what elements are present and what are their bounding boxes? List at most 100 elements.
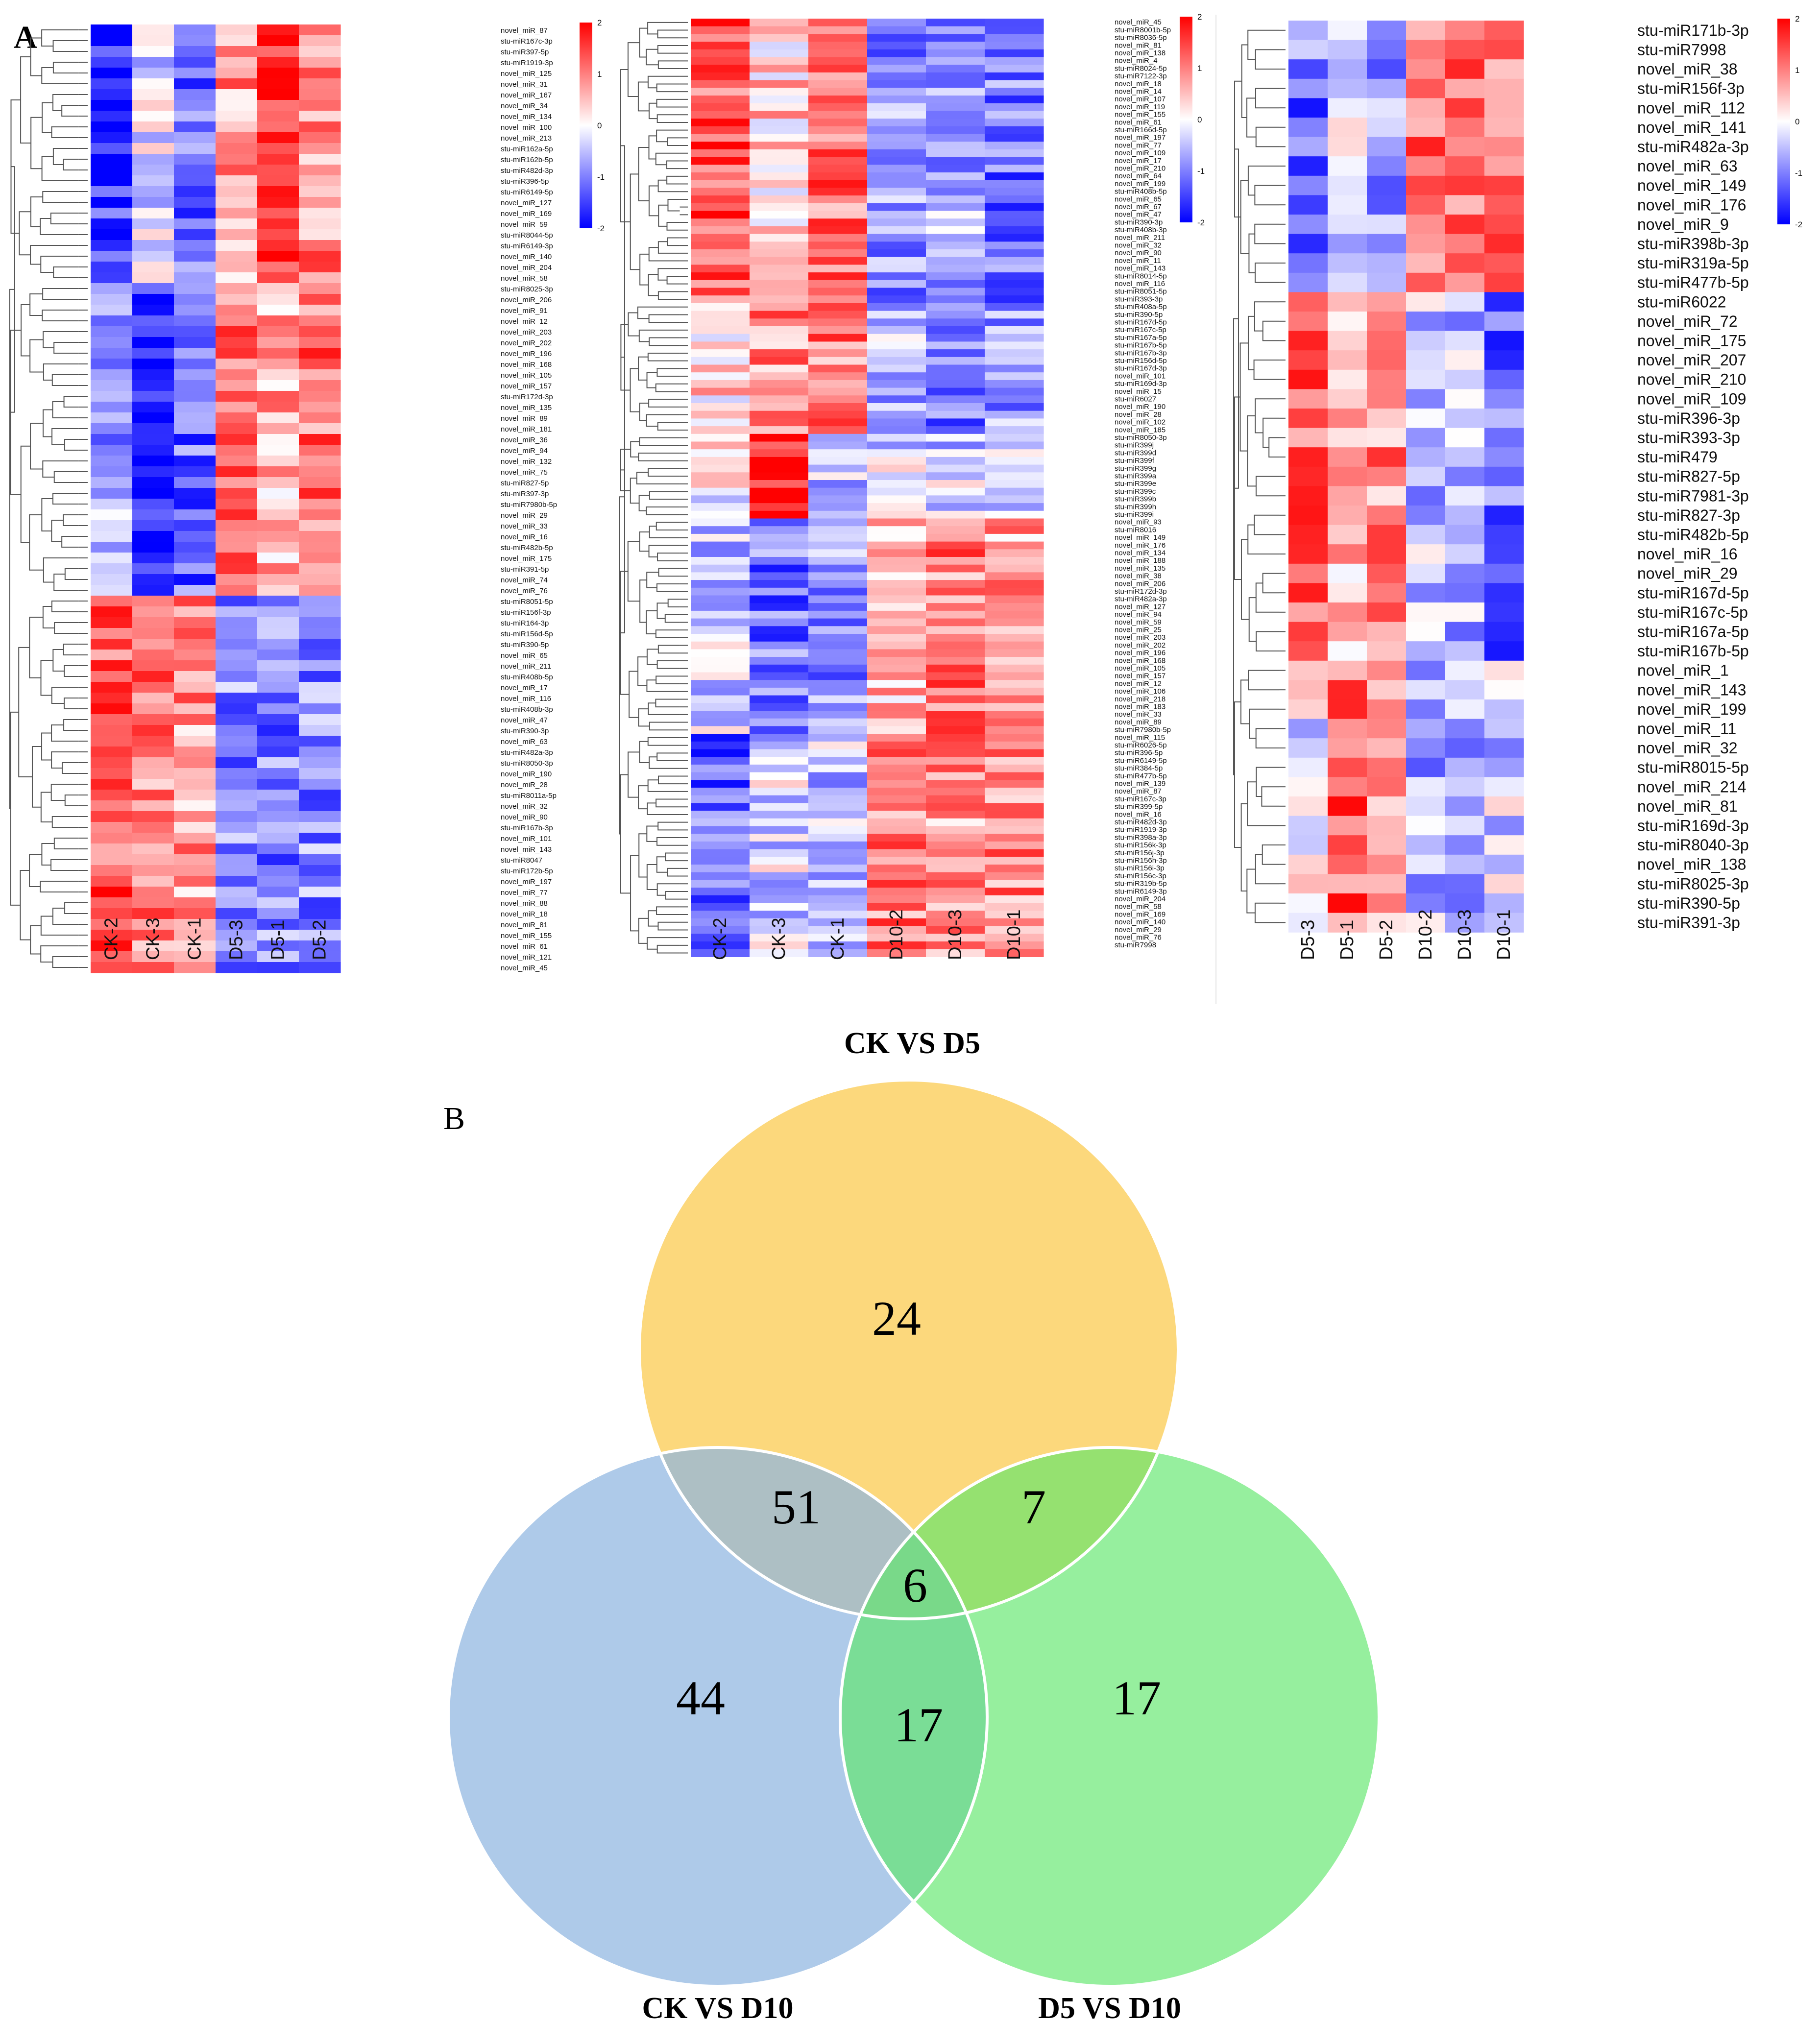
heatmap-cell (691, 257, 750, 265)
heatmap-cell (808, 865, 868, 873)
heatmap-cell (216, 930, 258, 941)
heatmap-cell (1288, 59, 1328, 79)
heatmap-cell (926, 911, 985, 919)
heatmap-cell (91, 660, 133, 672)
heatmap-cell (750, 272, 809, 281)
heatmap-cell (1484, 137, 1524, 157)
heatmap-cell (985, 341, 1044, 350)
heatmap-row-label: stu-miR7981-3p (1637, 487, 1749, 505)
heatmap-row-label: stu-miR390-5p (1637, 894, 1740, 912)
heatmap-cell (867, 541, 926, 550)
heatmap-cell (808, 703, 868, 711)
heatmap-cell (1328, 78, 1367, 98)
heatmap-row-label: novel_miR_188 (1115, 556, 1165, 565)
heatmap-cell (1406, 893, 1446, 914)
heatmap-cell (257, 272, 299, 284)
heatmap-row-label: stu-miR390-5p (1115, 311, 1163, 319)
heatmap-cell (1445, 602, 1485, 623)
heatmap-cell (132, 111, 174, 122)
heatmap-row-label: novel_miR_112 (1637, 99, 1745, 117)
heatmap-row-label: stu-miR8040-3p (1637, 836, 1749, 854)
heatmap-cell (750, 34, 809, 42)
heatmap-cell (91, 854, 133, 866)
heatmap-cell (867, 495, 926, 504)
heatmap-cell (174, 46, 216, 57)
heatmap-cell (691, 26, 750, 34)
heatmap-cell (1367, 466, 1407, 486)
heatmap-cell (926, 464, 985, 473)
heatmap-row-label: novel_miR_29 (501, 511, 548, 520)
heatmap-cell (750, 641, 809, 650)
heatmap-cell (985, 764, 1044, 773)
heatmap-row-label: stu-miR399h (1115, 503, 1156, 511)
heatmap-row-label: novel_miR_64 (1115, 172, 1162, 180)
heatmap-cell (808, 734, 868, 742)
heatmap-cell (91, 962, 133, 973)
heatmap-cell (1328, 913, 1367, 933)
heatmap-cell (91, 434, 133, 445)
heatmap-row-label: novel_miR_105 (501, 371, 552, 380)
heatmap-cell (299, 294, 341, 305)
heatmap-row-label: novel_miR_206 (501, 296, 552, 304)
heatmap-cell (808, 472, 868, 481)
heatmap-cell (926, 441, 985, 450)
heatmap-cell (174, 218, 216, 230)
heatmap-cell (299, 132, 341, 144)
heatmap-cell (808, 103, 868, 111)
heatmap-cell (91, 186, 133, 197)
heatmap-cell (926, 34, 985, 42)
heatmap-cell (926, 510, 985, 519)
heatmap-cell (216, 919, 258, 930)
heatmap-cell (808, 65, 868, 73)
heatmap-cell (1367, 428, 1407, 448)
heatmap-cell (174, 509, 216, 521)
colorbar-tick-label: 1 (597, 70, 602, 79)
heatmap-cell (299, 800, 341, 812)
heatmap-row-label: novel_miR_65 (1115, 195, 1162, 203)
heatmap-cell (216, 887, 258, 898)
heatmap-cell (926, 788, 985, 796)
heatmap-cell (91, 574, 133, 585)
heatmap-cell (257, 154, 299, 165)
heatmap-cell (132, 57, 174, 68)
heatmap-cell (985, 695, 1044, 703)
heatmap-cell (985, 680, 1044, 688)
heatmap-cell (1406, 175, 1446, 195)
heatmap-cell (1367, 854, 1407, 874)
heatmap-cell (691, 142, 750, 150)
heatmap-cell (808, 311, 868, 319)
heatmap-cell (132, 800, 174, 812)
heatmap-cell (216, 585, 258, 596)
heatmap-row-label: novel_miR_87 (501, 26, 548, 35)
heatmap-cell (1406, 428, 1446, 448)
heatmap-column-label: D5-3 (226, 920, 247, 960)
heatmap-cell (1328, 622, 1367, 642)
heatmap-cell (691, 303, 750, 312)
heatmap-cell (926, 349, 985, 358)
heatmap-cell (91, 412, 133, 424)
heatmap-cell (691, 618, 750, 626)
heatmap-cell (691, 157, 750, 165)
heatmap-cell (132, 596, 174, 607)
heatmap-cell (985, 96, 1044, 104)
heatmap-cell (867, 249, 926, 258)
heatmap-row-label: novel_miR_77 (1115, 141, 1162, 149)
heatmap-cell (1484, 835, 1524, 855)
heatmap-cell (299, 542, 341, 553)
heatmap-row-label: novel_miR_218 (1115, 695, 1165, 703)
heatmap-row-label: stu-miR8001b-5p (1115, 26, 1171, 34)
heatmap-cell (174, 919, 216, 930)
heatmap-cell (257, 520, 299, 531)
heatmap-cell (926, 372, 985, 381)
heatmap-cell (132, 78, 174, 90)
heatmap-cell (299, 660, 341, 672)
heatmap-cell (216, 305, 258, 316)
heatmap-cell (299, 445, 341, 456)
heatmap-cell (1328, 544, 1367, 564)
heatmap-cell (867, 111, 926, 119)
heatmap-cell (808, 487, 868, 496)
heatmap-row-label: stu-miR8044-5p (501, 231, 553, 240)
heatmap-cell (216, 757, 258, 769)
heatmap-row-label: stu-miR6022 (1637, 293, 1726, 311)
heatmap-cell (867, 857, 926, 865)
